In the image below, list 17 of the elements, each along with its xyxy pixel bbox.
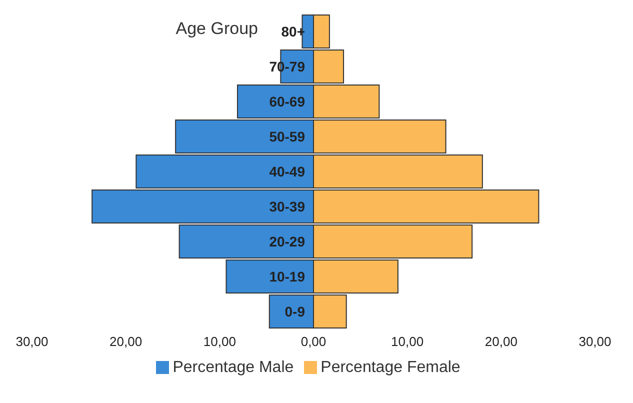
y-tick-label: 20-29 [269, 234, 306, 250]
y-tick-label: 40-49 [269, 164, 306, 180]
legend-label: Percentage Female [320, 359, 460, 376]
x-tick-label: 0,00 [300, 334, 326, 350]
y-tick-label: 10-19 [269, 268, 306, 284]
y-axis-title: Age Group [174, 18, 258, 39]
y-tick-label: 0-9 [284, 304, 306, 320]
y-tick-label: 60-69 [269, 94, 306, 110]
x-tick-label: 30,00 [16, 334, 48, 350]
x-tick-label: 30,00 [578, 334, 612, 350]
y-tick-label: 30-39 [269, 198, 306, 214]
legend-label: Percentage Male [172, 359, 294, 376]
x-tick-label: 10,00 [203, 334, 236, 350]
y-tick-label: 50-59 [269, 128, 306, 144]
x-tick-label: 10,00 [391, 334, 424, 350]
x-tick-label: 20,00 [484, 334, 518, 350]
x-tick-label: 20,00 [110, 334, 142, 350]
